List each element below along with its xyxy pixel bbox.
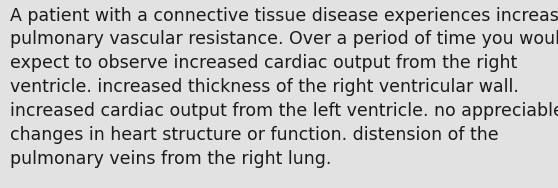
Text: A patient with a connective tissue disease experiences increased
pulmonary vascu: A patient with a connective tissue disea… bbox=[10, 7, 558, 168]
